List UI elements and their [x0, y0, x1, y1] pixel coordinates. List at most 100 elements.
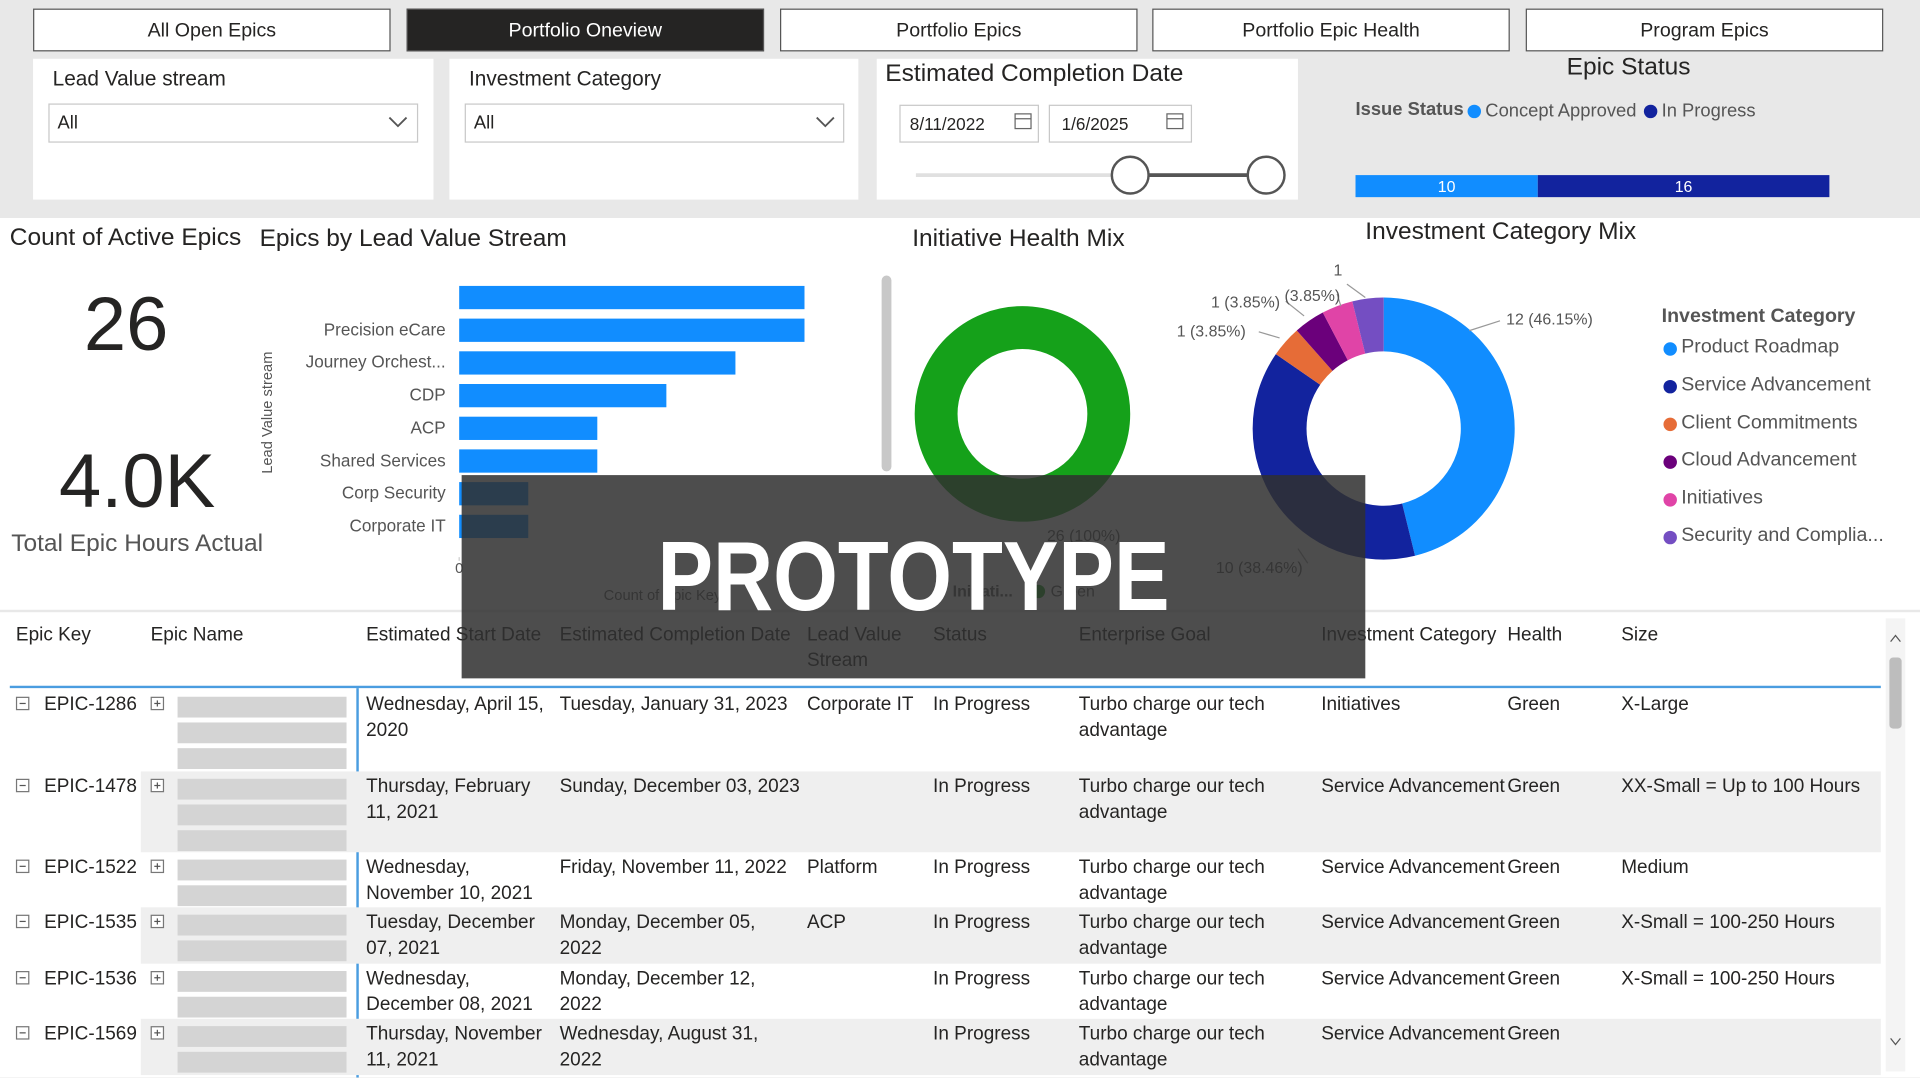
table-cell: EPIC-1478	[44, 776, 137, 798]
calendar-icon	[1014, 113, 1032, 130]
chart-title: Initiative Health Mix	[912, 225, 1125, 253]
dropdown-box[interactable]	[48, 103, 419, 143]
row-background	[140, 907, 1881, 964]
table-cell: X-Small = 100-250 Hours	[1621, 968, 1835, 990]
data-label: (3.85%)	[1284, 286, 1341, 305]
legend-dot	[1663, 417, 1677, 432]
redacted-name	[177, 914, 347, 936]
tab[interactable]: Portfolio Oneview	[406, 8, 765, 52]
legend-label: In Progress	[1661, 100, 1756, 122]
data-label: 1 (3.85%)	[1176, 322, 1246, 341]
redacted-name	[177, 971, 347, 992]
bar-segment	[1537, 175, 1830, 198]
table-cell: Turbo charge our tech advantage	[1078, 1023, 1265, 1071]
table-cell: Green	[1507, 912, 1561, 934]
bar	[459, 416, 598, 440]
legend-dot	[1663, 379, 1677, 394]
legend-label: Product Roadmap	[1681, 336, 1840, 358]
table-cell: Tuesday, January 31, 2023	[559, 694, 788, 716]
table-scrollbar[interactable]	[1885, 618, 1906, 1072]
table-cell: In Progress	[933, 694, 1031, 716]
tab[interactable]: Program Epics	[1525, 8, 1884, 52]
filter-label: Lead Value stream	[52, 67, 226, 91]
table-cell: Service Advancement	[1321, 968, 1505, 990]
redacted-name	[177, 804, 347, 826]
data-label: 12 (46.15%)	[1506, 309, 1593, 329]
legend-dot	[1663, 493, 1677, 507]
tab[interactable]: Portfolio Epic Health	[1152, 8, 1510, 52]
date-value: 8/11/2022	[909, 113, 985, 134]
legend-label: Service Advancement	[1681, 374, 1871, 396]
table-cell: Friday, November 11, 2022	[559, 857, 787, 878]
redacted-name	[177, 748, 347, 769]
filter-label: Estimated Completion Date	[885, 60, 1184, 87]
chart-title: Epics by Lead Value Stream	[259, 225, 567, 253]
watermark-text: PROTOTYPE	[657, 521, 1170, 631]
kpi-value: 4.0K	[59, 439, 216, 525]
table-cell: EPIC-1286	[44, 694, 137, 716]
table-cell: Wednesday, November 10, 2021	[366, 857, 533, 904]
table-cell: In Progress	[933, 776, 1031, 798]
scroll-up[interactable]	[1890, 634, 1901, 643]
y-tick-label: Corporate IT	[349, 515, 446, 535]
table-scroll-thumb[interactable]	[1889, 657, 1902, 729]
slider-handle[interactable]	[1110, 155, 1150, 195]
scrollbar[interactable]	[881, 275, 892, 472]
bar	[459, 318, 805, 342]
y-tick-label: ACP	[410, 417, 446, 437]
filter-value: All	[57, 112, 78, 134]
table-cell: X-Large	[1621, 694, 1689, 716]
filter-value: All	[473, 112, 495, 134]
table-cell: Service Advancement	[1321, 857, 1505, 878]
table-cell: Wednesday, December 08, 2021	[366, 968, 533, 1016]
table-cell: In Progress	[933, 968, 1031, 990]
leader-line	[1258, 331, 1280, 339]
calendar-icon	[1166, 113, 1184, 130]
x-tick-label: 0	[455, 559, 464, 577]
table-cell: Sunday, December 03, 2023	[559, 776, 800, 798]
column-header: Size	[1621, 624, 1659, 646]
chevron-icon	[388, 116, 408, 128]
tab[interactable]: Portfolio Epics	[780, 8, 1138, 52]
donut-segment	[1352, 297, 1384, 354]
table-cell: Turbo charge our tech advantage	[1078, 912, 1265, 959]
data-label: 16	[1674, 177, 1693, 196]
y-tick-label: Corp Security	[341, 482, 446, 503]
dropdown-box[interactable]	[464, 103, 845, 143]
legend-title: Investment Category	[1661, 306, 1856, 327]
table-cell: EPIC-1535	[44, 912, 137, 934]
table-cell: Wednesday, April 15, 2020	[366, 694, 544, 741]
legend-dot	[1467, 104, 1482, 119]
table-cell: Medium	[1621, 857, 1689, 878]
bar	[459, 384, 667, 408]
table-cell: Thursday, November 11, 2021	[366, 1023, 542, 1071]
leader-line	[1285, 300, 1305, 317]
donut-segment	[1322, 301, 1366, 361]
legend-dot	[1643, 104, 1658, 119]
legend-label: Client Commitments	[1681, 412, 1858, 433]
slider-handle[interactable]	[1246, 155, 1286, 195]
table-cell: Corporate IT	[806, 694, 914, 716]
table-cell: Initiatives	[1321, 694, 1401, 716]
tab[interactable]: All Open Epics	[33, 8, 391, 52]
table-cell: XX-Small = Up to 100 Hours	[1621, 776, 1861, 798]
kpi-label: Total Epic Hours Actual	[11, 530, 264, 558]
y-tick-label: Precision eCare	[323, 319, 446, 339]
filter-label: Investment Category	[468, 67, 662, 91]
scroll-down[interactable]	[1890, 1037, 1901, 1046]
table-cell: Monday, December 12, 2022	[559, 968, 756, 1016]
column-header: Epic Key	[15, 624, 91, 646]
redacted-name	[177, 830, 347, 852]
table-cell: ACP	[806, 912, 846, 934]
bar	[459, 449, 598, 473]
column-header: Epic Name	[150, 624, 244, 646]
leader-line	[1346, 283, 1366, 299]
date-box[interactable]	[1048, 104, 1193, 143]
table-cell: Thursday, February 11, 2021	[366, 776, 531, 823]
date-value: 1/6/2025	[1061, 113, 1129, 134]
donut-segment	[1296, 312, 1348, 371]
legend-dot	[1663, 455, 1677, 469]
chart-title: Epic Status	[1566, 53, 1691, 81]
data-label: 1 (3.85%)	[1211, 292, 1281, 312]
